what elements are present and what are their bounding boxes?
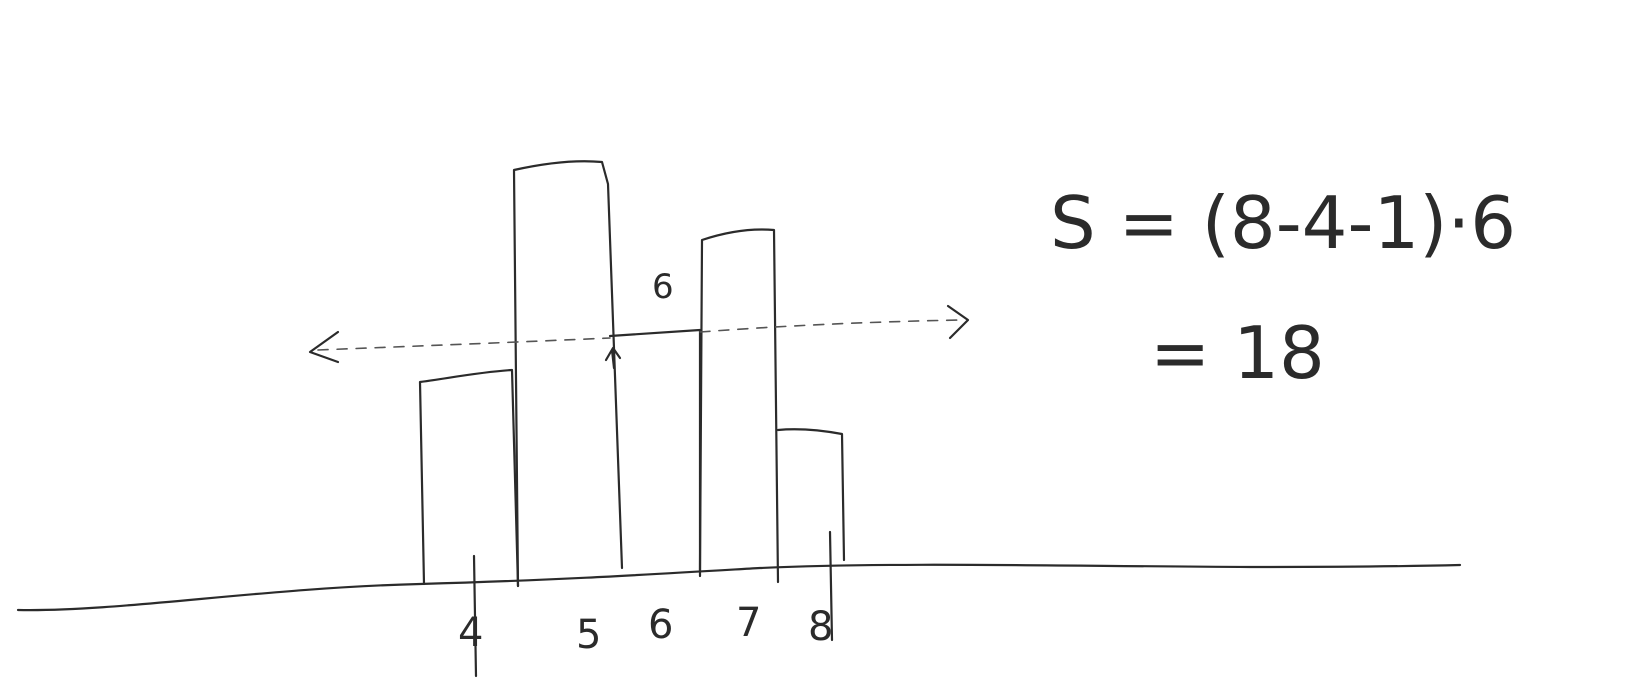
tick-label-7: 7 xyxy=(736,600,761,646)
right-arrowhead xyxy=(946,304,970,340)
bar-4 xyxy=(418,368,520,588)
baseline xyxy=(16,563,1462,612)
formula-line-2: = 18 xyxy=(1150,311,1325,395)
bar-6 xyxy=(608,328,702,578)
tick-label-5: 5 xyxy=(576,612,601,658)
left-arrowhead xyxy=(308,330,340,364)
extent-arrow-line xyxy=(317,319,961,351)
tick-label-8: 8 xyxy=(808,604,833,650)
height-pointer xyxy=(604,346,622,370)
bar-height-label: 6 xyxy=(652,267,674,307)
bar-8 xyxy=(776,428,846,562)
bar-7 xyxy=(698,228,780,584)
bar-5 xyxy=(512,160,624,588)
formula-line-1: S = (8-4-1)·6 xyxy=(1050,181,1516,265)
tick-label-6: 6 xyxy=(648,602,673,648)
tick-4 xyxy=(472,554,478,678)
tick-label-4: 4 xyxy=(458,610,483,656)
tick-8 xyxy=(828,530,834,642)
